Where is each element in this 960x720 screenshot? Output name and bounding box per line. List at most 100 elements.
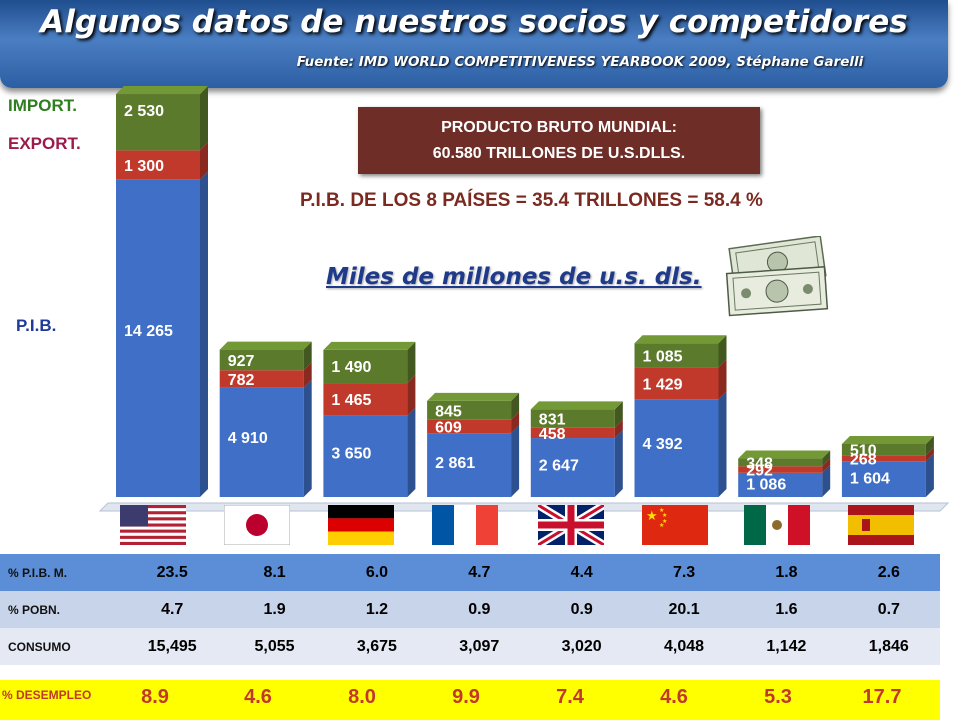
export-bar-segment-side: [718, 359, 727, 400]
bar-top-face: [427, 392, 520, 401]
row-label: % P.I.B. M.: [0, 554, 121, 591]
import-bar-segment: [530, 409, 615, 428]
import-bar-segment-side: [303, 341, 312, 371]
table-cell: 0.7: [837, 591, 940, 628]
table-row: % POBN. 4.7 1.9 1.2 0.9 0.9 20.1 1.6 0.7: [0, 591, 940, 628]
source-subtitle: Fuente: IMD WORLD COMPETITIVENESS YEARBO…: [296, 54, 864, 70]
export-label: 609: [435, 420, 462, 437]
legend-gdp: P.I.B.: [16, 316, 57, 335]
export-bar-segment: [530, 427, 615, 439]
legend-export: EXPORT.: [8, 134, 81, 153]
gdp-bar-segment: [738, 472, 823, 497]
table-cell: 1.8: [735, 554, 838, 591]
import-bar-segment-side: [200, 86, 208, 151]
bar-top-face: [841, 435, 934, 444]
table-row: CONSUMO 15,495 5,055 3,675 3,097 3,020 4…: [0, 628, 940, 665]
table-cell: 7.3: [632, 554, 736, 591]
export-bar-segment: [323, 383, 408, 416]
import-bar-segment-side: [511, 392, 520, 420]
gdp-share-text: P.I.B. DE LOS 8 PAÍSES = 35.4 TRILLONES …: [300, 190, 763, 211]
bar-top-face: [530, 401, 623, 410]
gdp-bar-segment: [323, 415, 408, 497]
title-banner: Algunos datos de nuestros socios y compe…: [0, 0, 948, 88]
export-bar-segment-side: [822, 458, 831, 473]
export-bar-segment: [634, 367, 719, 400]
gdp-label: 2 647: [539, 458, 579, 475]
unemployment-row: % DESEMPLEO 8.9 4.6 8.0 9.9 7.4 4.6 5.3 …: [0, 680, 940, 720]
spain-flag: [848, 505, 914, 545]
uk-flag: [538, 505, 604, 545]
export-bar-segment: [841, 455, 926, 462]
money-bills-icon: [725, 236, 829, 317]
gdp-bar-segment: [530, 438, 615, 497]
export-bar-segment-side: [407, 375, 416, 416]
gdp-bar-segment: [116, 179, 200, 497]
us-flag: [120, 505, 186, 545]
import-bar-segment-side: [407, 341, 416, 384]
bar-top-face: [116, 86, 208, 95]
import-bar-segment-side: [718, 335, 727, 368]
japan-flag: [224, 505, 290, 545]
import-bar-segment: [634, 343, 719, 368]
gdp-bar-segment: [634, 399, 719, 497]
table-cell: 4.7: [428, 554, 531, 591]
gdp-bar-segment-side: [614, 430, 623, 497]
svg-text:★: ★: [659, 507, 664, 514]
gdp-label: 1 086: [746, 477, 786, 494]
unemployment-value: 17.7: [862, 686, 902, 708]
table-cell: 3,097: [428, 628, 531, 665]
table-cell: 3,675: [325, 628, 429, 665]
gdp-label: 14 265: [124, 323, 173, 340]
gdp-label: 4 392: [643, 436, 683, 453]
export-bar-segment: [219, 370, 304, 388]
svg-text:★: ★: [662, 518, 667, 525]
france-flag: [432, 505, 498, 545]
table-cell: 1.2: [325, 591, 429, 628]
gdp-bar-segment: [219, 387, 304, 497]
table-cell: 8.1: [223, 554, 326, 591]
export-bar-segment: [116, 150, 200, 180]
svg-text:★: ★: [662, 512, 667, 519]
import-bar-segment: [738, 458, 823, 467]
table-cell: 0.9: [428, 591, 531, 628]
import-label: 831: [539, 412, 566, 429]
svg-text:★: ★: [646, 509, 658, 524]
import-bar-segment: [219, 349, 304, 371]
units-label: Miles de millones de u.s. dls.: [326, 264, 702, 290]
mexico-flag: [744, 505, 810, 545]
import-bar-segment: [427, 400, 512, 420]
unemployment-value: 7.4: [556, 686, 584, 708]
import-bar-segment: [116, 94, 200, 151]
unemployment-value: 4.6: [244, 686, 272, 708]
export-bar-segment-side: [925, 447, 934, 462]
import-label: 348: [746, 455, 773, 472]
unemployment-value: 4.6: [660, 686, 688, 708]
germany-flag: [328, 505, 394, 545]
export-bar-segment-side: [614, 419, 623, 439]
table-cell: 0.9: [530, 591, 633, 628]
gdp-bar-segment-side: [303, 379, 312, 497]
import-label: 2 530: [124, 103, 164, 120]
unemployment-value: 8.0: [348, 686, 376, 708]
svg-text:★: ★: [659, 522, 664, 529]
row-label: CONSUMO: [0, 628, 121, 665]
gdp-label: 3 650: [331, 445, 371, 462]
export-label: 782: [228, 372, 255, 389]
export-label: 1 465: [331, 392, 371, 409]
unemployment-label: % DESEMPLEO: [2, 688, 92, 702]
gdp-bar-segment-side: [511, 425, 520, 497]
gdp-bar-segment-side: [925, 453, 934, 497]
table-cell: 4.7: [121, 591, 224, 628]
table-cell: 20.1: [632, 591, 736, 628]
table-cell: 1,846: [837, 628, 940, 665]
export-bar-segment-side: [303, 362, 312, 388]
row-label: % POBN.: [0, 591, 121, 628]
unemployment-value: 9.9: [452, 686, 480, 708]
page-title: Algunos datos de nuestros socios y compe…: [40, 4, 908, 40]
table-cell: 23.5: [121, 554, 224, 591]
table-cell: 4,048: [632, 628, 736, 665]
china-flag: ★ ★ ★ ★ ★: [642, 505, 708, 545]
gdp-bar-segment-side: [822, 464, 831, 497]
table-cell: 6.0: [325, 554, 429, 591]
import-bar-segment: [841, 443, 926, 456]
